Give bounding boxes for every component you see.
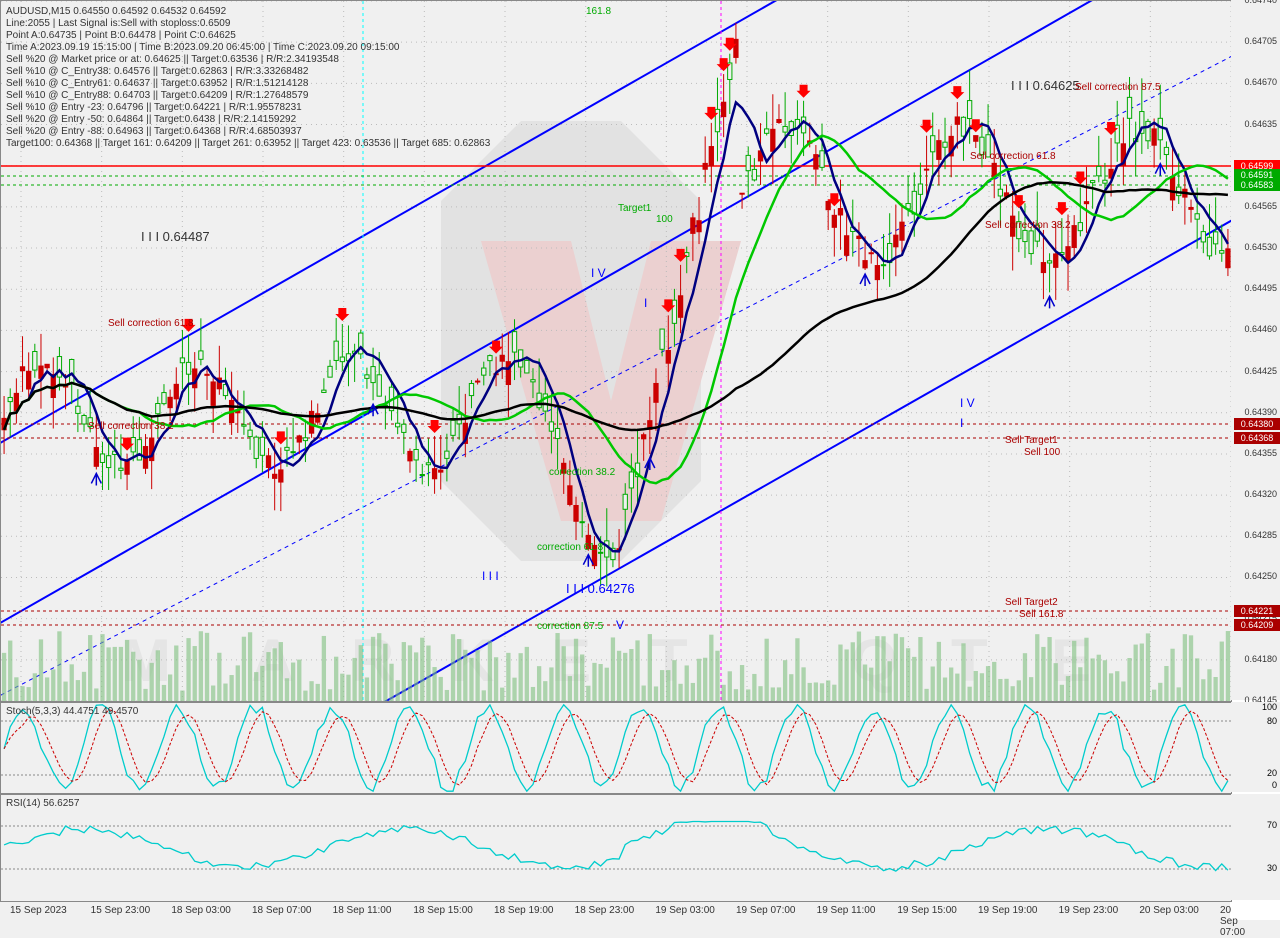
chart-annotation: correction 38.2 (549, 467, 615, 478)
chart-annotation: I I I 0.64276 (566, 581, 635, 596)
chart-annotation: I V (591, 266, 606, 280)
info-line: Sell %20 @ Entry -88: 0.64963 || Target:… (6, 126, 302, 137)
chart-annotation: Sell correction 87.5 (1075, 82, 1161, 93)
main-chart[interactable]: M A R K E T Q T E (0, 0, 1232, 702)
chart-annotation: 100 (656, 214, 673, 225)
price-tag: 0.64209 (1234, 619, 1280, 631)
info-line: Sell %20 @ Market price or at: 0.64625 |… (6, 54, 339, 65)
info-line: Target100: 0.64368 || Target 161: 0.6420… (6, 138, 490, 149)
chart-annotation: I I I (482, 569, 499, 583)
info-line: Sell %20 @ Entry -50: 0.64864 || Target:… (6, 114, 296, 125)
chart-annotation: I V (960, 396, 975, 410)
chart-annotation: I (960, 416, 963, 430)
chart-annotation: 161.8 (586, 6, 611, 17)
chart-annotation: Sell Target2 (1005, 597, 1058, 608)
info-line: Time A:2023.09.19 15:15:00 | Time B:2023… (6, 42, 399, 53)
price-tag: 0.64583 (1234, 179, 1280, 191)
rsi-svg (1, 795, 1231, 901)
stoch-svg (1, 703, 1231, 793)
chart-annotation: Sell 100 (1024, 447, 1060, 458)
info-line: Sell %10 @ C_Entry88: 0.64703 || Target:… (6, 90, 308, 101)
info-line: Line:2055 | Last Signal is:Sell with sto… (6, 18, 230, 29)
rsi-axis: 70 30 (1231, 794, 1280, 900)
rsi-panel[interactable]: RSI(14) 56.6257 (0, 794, 1232, 902)
stoch-panel[interactable]: Stoch(5,3,3) 44.4751 49.4570 (0, 702, 1232, 794)
chart-annotation: I (644, 296, 647, 310)
price-tag: 0.64368 (1234, 432, 1280, 444)
chart-annotation: V (616, 618, 624, 632)
chart-annotation: correction 87.5 (537, 621, 603, 632)
stoch-axis: 100 80 20 0 (1231, 702, 1280, 792)
chart-annotation: Sell correction 61.8 (970, 151, 1056, 162)
info-line: Sell %10 @ C_Entry61: 0.64637 || Target:… (6, 78, 308, 89)
chart-annotation: Sell correction 38.2 (985, 220, 1071, 231)
chart-container: M A R K E T Q T E (0, 0, 1280, 920)
chart-annotation: Sell correction 38.2 (88, 421, 174, 432)
price-axis: 0.641450.641800.642150.642500.642850.643… (1231, 0, 1280, 700)
symbol-label: AUDUSD,M15 0.64550 0.64592 0.64532 0.645… (6, 6, 226, 17)
chart-annotation: Target1 (618, 203, 651, 214)
info-line: Sell %10 @ Entry -23: 0.64796 || Target:… (6, 102, 302, 113)
chart-annotation: correction 61.8 (537, 542, 603, 553)
info-line: Point A:0.64735 | Point B:0.64478 | Poin… (6, 30, 236, 41)
stoch-label: Stoch(5,3,3) 44.4751 49.4570 (6, 706, 138, 717)
info-line: Sell %10 @ C_Entry38: 0.64576 || Target:… (6, 66, 308, 77)
chart-annotation: Sell Target1 (1005, 435, 1058, 446)
chart-annotation: I I I 0.64625 (1011, 78, 1080, 93)
price-tag: 0.64221 (1234, 605, 1280, 617)
time-axis: 15 Sep 202315 Sep 23:0018 Sep 03:0018 Se… (0, 902, 1230, 920)
rsi-label: RSI(14) 56.6257 (6, 798, 79, 809)
price-tag: 0.64380 (1234, 418, 1280, 430)
chart-annotation: Sell 161.8 (1019, 609, 1063, 620)
chart-annotation: I I I 0.64487 (141, 229, 210, 244)
chart-annotation: Sell correction 61.8 (108, 318, 194, 329)
